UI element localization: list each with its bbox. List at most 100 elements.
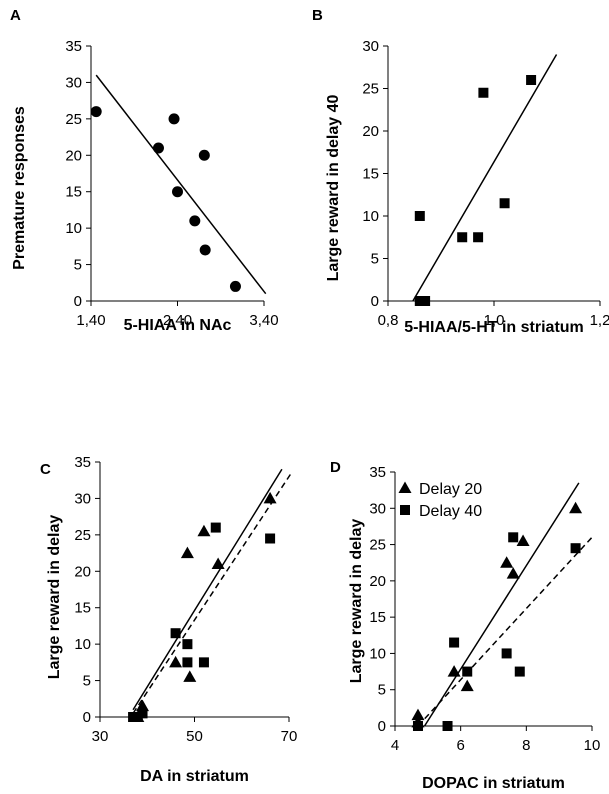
y-tick-label: 30 xyxy=(362,38,379,55)
data-point-square xyxy=(137,708,148,719)
y-tick-label: 20 xyxy=(65,147,82,164)
y-tick-label: 0 xyxy=(378,718,386,735)
data-point-circle xyxy=(90,106,102,118)
panel-d: D 0 5 10 15 20 25 30 35 4 6 8 10 DOPAC in striatum Lar… xyxy=(330,459,600,792)
fit-line-series xyxy=(95,74,267,295)
panel-b: B 0 5 10 15 20 25 30 0,8 1,0 1,2 5-HIAA/5-HT in str… xyxy=(312,7,609,336)
data-point-square xyxy=(414,211,425,221)
y-tick-label: 15 xyxy=(74,600,91,617)
data-point-triangle xyxy=(183,670,197,682)
x-tick-label: 6 xyxy=(456,737,464,754)
y-tick-label: 15 xyxy=(362,166,379,183)
data-point-square xyxy=(508,532,519,543)
data-point-triangle xyxy=(180,546,194,559)
data-point-circle xyxy=(229,280,241,292)
y-tick-label: 15 xyxy=(369,609,386,626)
data-point-square xyxy=(198,657,209,668)
y-tick-label: 15 xyxy=(65,184,82,201)
panel-letter: A xyxy=(10,7,21,24)
data-point-triangle xyxy=(411,708,425,721)
fit-line-delay-20 xyxy=(423,482,580,727)
fit-line-delay-20 xyxy=(132,468,283,711)
y-tick-label: 0 xyxy=(74,293,82,310)
x-tick-label: 4 xyxy=(391,737,399,754)
y-tick-label: 10 xyxy=(65,220,82,237)
x-tick-label: 3,40 xyxy=(249,312,278,329)
data-point-square xyxy=(412,721,423,731)
data-point-circle xyxy=(152,142,164,154)
data-point-circle xyxy=(168,113,180,125)
y-tick-label: 5 xyxy=(371,251,379,268)
x-tick-label: 1,2 xyxy=(590,312,609,329)
x-tick-label: 0,8 xyxy=(378,312,399,329)
x-axis-title: DOPAC in striatum xyxy=(422,775,565,792)
data-point-square xyxy=(457,232,468,243)
data-point-triangle xyxy=(506,567,520,579)
data-point-square xyxy=(442,721,453,731)
x-tick-label: 2,40 xyxy=(163,312,192,329)
x-tick-label: 70 xyxy=(281,728,298,745)
data-point-square xyxy=(170,628,181,639)
y-tick-label: 25 xyxy=(362,81,379,98)
data-point-square xyxy=(182,657,193,668)
data-point-triangle xyxy=(169,655,183,668)
data-point-triangle xyxy=(211,557,225,569)
panel-letter: B xyxy=(312,7,323,24)
y-tick-label: 35 xyxy=(74,454,91,471)
y-tick-label: 10 xyxy=(74,636,91,653)
data-point-triangle xyxy=(500,556,514,568)
x-tick-label: 1,40 xyxy=(76,312,105,329)
x-tick-label: 30 xyxy=(92,728,109,745)
fit-line-series xyxy=(412,54,558,302)
data-point-square xyxy=(449,637,460,648)
y-tick-label: 10 xyxy=(362,208,379,225)
data-point-triangle xyxy=(447,665,461,677)
x-axis-title: 5-HIAA/5-HT in striatum xyxy=(404,319,584,336)
data-point-triangle xyxy=(136,699,150,712)
data-point-circle xyxy=(199,244,211,256)
data-point-square xyxy=(210,522,221,533)
data-point-square xyxy=(570,543,581,554)
y-tick-label: 0 xyxy=(371,293,379,310)
y-tick-label: 5 xyxy=(74,257,82,274)
legend-marker-triangle xyxy=(398,481,412,493)
data-point-square xyxy=(501,648,512,659)
data-point-square xyxy=(526,75,537,85)
y-axis-title: Large reward in delay xyxy=(46,515,63,680)
data-point-triangle xyxy=(516,534,530,546)
y-tick-label: 35 xyxy=(369,464,386,481)
data-point-square xyxy=(478,87,489,98)
data-point-triangle xyxy=(263,491,277,504)
data-point-triangle xyxy=(569,501,583,514)
y-tick-label: 10 xyxy=(369,645,386,662)
y-tick-label: 5 xyxy=(378,682,386,699)
fit-line-delay-40 xyxy=(132,472,292,714)
y-tick-label: 5 xyxy=(83,673,91,690)
fit-line-delay-40 xyxy=(417,536,593,727)
x-tick-label: 1,0 xyxy=(484,312,505,329)
data-point-square xyxy=(462,666,473,677)
x-tick-label: 10 xyxy=(584,737,601,754)
data-point-square xyxy=(473,232,484,243)
y-axis-title: Premature responses xyxy=(11,106,28,270)
x-tick-label: 8 xyxy=(522,737,530,754)
data-point-square xyxy=(182,639,193,650)
x-axis-title: DA in striatum xyxy=(140,768,249,785)
data-point-square xyxy=(265,533,276,544)
y-tick-label: 20 xyxy=(362,123,379,140)
data-point-square xyxy=(499,198,510,209)
legend-label: Delay 40 xyxy=(419,503,482,520)
y-tick-label: 35 xyxy=(65,38,82,55)
data-point-square xyxy=(414,296,425,306)
y-tick-label: 25 xyxy=(74,527,91,544)
y-axis-title: Large reward in delay xyxy=(348,519,365,684)
y-tick-label: 25 xyxy=(65,111,82,128)
panel-letter: D xyxy=(330,459,341,476)
data-point-circle xyxy=(172,186,183,198)
data-point-square xyxy=(420,296,431,306)
legend-marker-square xyxy=(400,505,410,515)
y-tick-label: 0 xyxy=(83,709,91,726)
y-tick-label: 30 xyxy=(74,490,91,507)
panel-letter: C xyxy=(40,461,51,478)
data-point-triangle xyxy=(197,524,211,537)
